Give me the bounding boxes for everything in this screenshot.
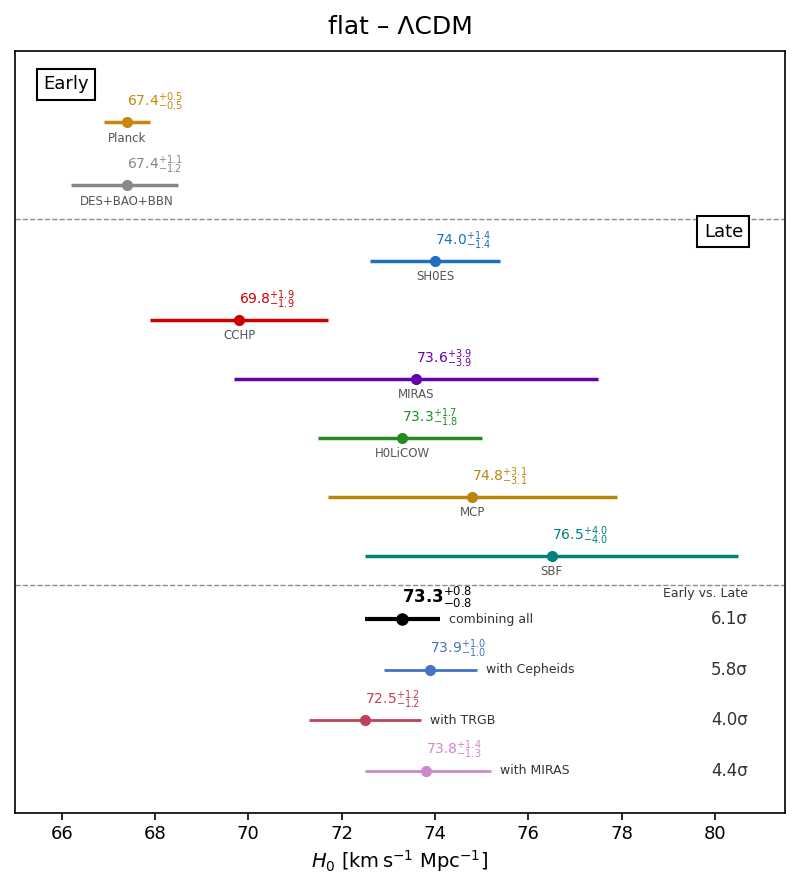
Text: H0LiCOW: H0LiCOW xyxy=(374,447,430,461)
Text: 74.8$^{+3.1}_{-3.1}$: 74.8$^{+3.1}_{-3.1}$ xyxy=(472,465,528,488)
Text: 73.9$^{+1.0}_{-1.0}$: 73.9$^{+1.0}_{-1.0}$ xyxy=(430,637,486,661)
Text: Early vs. Late: Early vs. Late xyxy=(662,587,748,600)
Text: 6.1σ: 6.1σ xyxy=(710,610,748,628)
Text: 73.8$^{+1.4}_{-1.3}$: 73.8$^{+1.4}_{-1.3}$ xyxy=(426,739,482,761)
Text: 73.3$^{+1.7}_{-1.8}$: 73.3$^{+1.7}_{-1.8}$ xyxy=(402,406,458,428)
Text: 72.5$^{+1.2}_{-1.2}$: 72.5$^{+1.2}_{-1.2}$ xyxy=(365,688,420,711)
Text: 74.0$^{+1.4}_{-1.4}$: 74.0$^{+1.4}_{-1.4}$ xyxy=(435,229,491,252)
Text: 67.4$^{+1.1}_{-1.2}$: 67.4$^{+1.1}_{-1.2}$ xyxy=(127,154,182,176)
Text: Planck: Planck xyxy=(108,132,146,145)
Text: DES+BAO+BBN: DES+BAO+BBN xyxy=(80,195,174,208)
Text: SBF: SBF xyxy=(541,565,562,578)
Text: combining all: combining all xyxy=(449,613,533,626)
Text: MCP: MCP xyxy=(460,506,485,519)
Text: 4.4σ: 4.4σ xyxy=(711,762,748,780)
Text: Early: Early xyxy=(43,76,89,93)
Text: CCHP: CCHP xyxy=(223,330,255,342)
Text: 5.8σ: 5.8σ xyxy=(711,661,748,678)
Text: with MIRAS: with MIRAS xyxy=(500,765,570,777)
Text: SH0ES: SH0ES xyxy=(416,270,454,284)
Text: 4.0σ: 4.0σ xyxy=(711,711,748,729)
Text: Late: Late xyxy=(704,223,743,241)
Text: MIRAS: MIRAS xyxy=(398,388,434,401)
X-axis label: $H_0$ [km$\,$s$^{-1}$ Mpc$^{-1}$]: $H_0$ [km$\,$s$^{-1}$ Mpc$^{-1}$] xyxy=(311,848,489,874)
Text: 76.5$^{+4.0}_{-4.0}$: 76.5$^{+4.0}_{-4.0}$ xyxy=(552,524,608,547)
Text: 69.8$^{+1.9}_{-1.9}$: 69.8$^{+1.9}_{-1.9}$ xyxy=(239,288,294,311)
Text: with Cepheids: with Cepheids xyxy=(486,663,575,677)
Text: with TRGB: with TRGB xyxy=(430,714,496,726)
Title: flat – ΛCDM: flat – ΛCDM xyxy=(327,15,473,39)
Text: 73.6$^{+3.9}_{-3.9}$: 73.6$^{+3.9}_{-3.9}$ xyxy=(416,348,472,370)
Text: 67.4$^{+0.5}_{-0.5}$: 67.4$^{+0.5}_{-0.5}$ xyxy=(127,91,183,113)
Text: 73.3$^{+0.8}_{-0.8}$: 73.3$^{+0.8}_{-0.8}$ xyxy=(402,585,473,610)
